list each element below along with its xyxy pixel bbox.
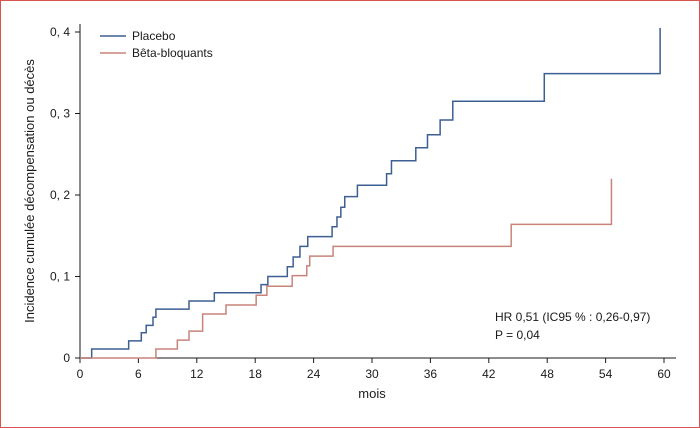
legend-label-placebo: Placebo xyxy=(132,29,176,43)
axes xyxy=(79,24,676,359)
x-tick-label: 6 xyxy=(135,367,142,381)
x-tick-label: 42 xyxy=(482,367,496,381)
x-tick-label: 24 xyxy=(307,367,321,381)
y-tick-label: 0, 2 xyxy=(50,188,70,202)
x-axis-title: mois xyxy=(358,386,386,401)
y-tick-label: 0, 3 xyxy=(50,107,70,121)
x-tick-label: 0 xyxy=(77,367,84,381)
hazard-ratio-annotation: HR 0,51 (IC95 % : 0,26-0,97) xyxy=(495,310,650,324)
y-tick-label: 0, 4 xyxy=(50,25,70,39)
y-tick-label: 0 xyxy=(63,351,70,365)
curve-beta-bloquants xyxy=(80,178,613,359)
x-ticks: 0 6 12 18 24 30 36 42 48 54 60 xyxy=(77,358,671,381)
x-tick-label: 54 xyxy=(599,367,613,381)
legend-label-beta-bloquants: Bêta-bloquants xyxy=(132,46,213,60)
y-tick-label: 0, 1 xyxy=(50,270,70,284)
curves xyxy=(80,27,661,359)
legend: Placebo Bêta-bloquants xyxy=(100,29,213,60)
x-tick-label: 48 xyxy=(541,367,555,381)
x-tick-label: 12 xyxy=(190,367,204,381)
y-ticks: 0 0, 1 0, 2 0, 3 0, 4 xyxy=(50,25,80,365)
x-tick-label: 18 xyxy=(249,367,263,381)
curve-placebo xyxy=(80,27,661,359)
x-tick-label: 60 xyxy=(657,367,671,381)
y-axis-title: Incidence cumulée décompensation ou décè… xyxy=(22,59,37,323)
x-tick-label: 36 xyxy=(424,367,438,381)
p-value-annotation: P = 0,04 xyxy=(495,328,540,342)
x-tick-label: 30 xyxy=(365,367,379,381)
